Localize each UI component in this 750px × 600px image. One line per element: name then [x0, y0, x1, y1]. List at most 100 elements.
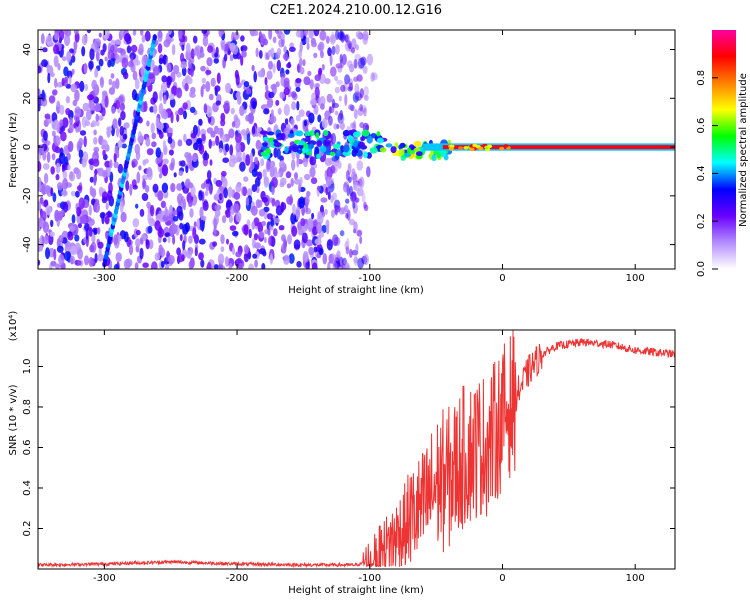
spectrogram-cell	[235, 251, 242, 258]
spectrogram-cell	[326, 239, 333, 251]
spectrogram-cell	[106, 126, 113, 132]
spectrogram-cell	[233, 203, 240, 214]
spectrogram-cell	[75, 190, 80, 198]
spectrogram-cell	[324, 78, 331, 85]
spectrogram-cell	[48, 247, 55, 258]
spectrogram-dc-line	[442, 145, 675, 150]
spectrogram-cell	[333, 123, 338, 130]
spectrogram-cell	[271, 176, 278, 189]
spectrogram-cell	[161, 182, 169, 193]
spectrogram-cell	[285, 69, 290, 75]
spectrogram-cell	[78, 197, 85, 210]
spectrogram-cell	[281, 33, 285, 40]
spectrogram-cell	[314, 74, 321, 82]
spectrogram-cell	[278, 225, 285, 231]
spectrogram-cell	[59, 104, 65, 115]
spectrogram-cell	[113, 234, 119, 245]
spectrogram-cell	[97, 241, 104, 249]
spectrogram-cell	[311, 262, 318, 269]
spectrogram-dc-blob	[472, 143, 478, 148]
spectrogram-cell	[257, 199, 263, 208]
spectrogram-cluster-cell	[403, 152, 412, 157]
spectrogram-cell	[88, 60, 94, 70]
spectrogram-cell	[181, 66, 187, 77]
spectrogram-cell	[176, 114, 180, 123]
spectrogram-cell	[280, 202, 287, 211]
spectrogram-cell	[110, 39, 116, 46]
spectrogram-cell	[89, 48, 95, 61]
spectrogram-cell	[317, 185, 321, 192]
spectrogram-cell	[134, 78, 140, 90]
spectrogram-cell	[230, 107, 235, 115]
spectrogram-cell	[70, 255, 75, 265]
spectrogram-cell	[81, 34, 88, 46]
spectrogram-cell	[275, 30, 279, 34]
spectrogram-cell	[178, 170, 184, 176]
spectrogram-cluster-cell	[390, 146, 397, 154]
spectrogram-cell	[205, 69, 212, 75]
spectrogram-cell	[70, 190, 76, 197]
spectrogram-cell	[271, 83, 277, 95]
spectrogram-cell	[61, 163, 66, 170]
spectrogram-cell	[329, 253, 337, 265]
figure-title: C2E1.2024.210.00.12.G16	[270, 3, 442, 18]
spectrogram-cell	[216, 72, 221, 84]
spectrogram-cell	[252, 253, 258, 259]
spectrogram-cell	[172, 216, 179, 222]
spectrogram-cell	[151, 141, 157, 148]
spectrogram-cell	[221, 41, 226, 51]
spectrogram-cell	[327, 261, 331, 269]
y-tick-label: -20	[22, 188, 33, 204]
spectrogram-cell	[132, 30, 137, 36]
spectrogram-cell	[146, 120, 150, 127]
spectrogram-cell	[296, 157, 300, 168]
spectrogram-cell	[354, 254, 358, 267]
spectrogram-cell	[53, 135, 61, 146]
spectrogram-cell	[253, 233, 259, 241]
spectrogram-cell	[94, 68, 99, 78]
spectrogram-cell	[190, 67, 194, 77]
spectrogram-cell	[344, 74, 351, 85]
spectrogram-cell	[334, 110, 339, 116]
spectrogram-cell	[240, 129, 247, 136]
x-tick-label: 0	[499, 573, 505, 584]
spectrogram-cell	[303, 30, 309, 37]
spectrogram-cell	[91, 232, 96, 244]
spectrogram-cell	[155, 147, 162, 158]
spectrogram-cell	[161, 164, 169, 177]
spectrogram-cluster-cell	[379, 147, 387, 153]
spectrogram-cell	[248, 263, 255, 269]
spectrogram-cell	[268, 91, 275, 99]
spectrogram-cluster-cell	[276, 133, 284, 141]
spectrogram-cell	[161, 75, 168, 83]
spectrogram-cell	[95, 113, 99, 122]
spectrogram-cell	[74, 259, 82, 266]
spectrogram-cell	[51, 130, 56, 137]
spectrogram-cell	[353, 108, 358, 120]
spectrogram-cell	[62, 170, 68, 179]
spectrogram-cluster-cell	[319, 145, 327, 153]
spectrogram-cell	[348, 104, 354, 111]
spectrogram-cell	[123, 259, 131, 269]
spectrogram-cell	[45, 205, 52, 216]
spectrogram-cell	[302, 59, 306, 67]
spectrogram-cell	[347, 40, 352, 48]
spectrogram-cell	[209, 159, 213, 166]
spectrogram-cell	[327, 191, 331, 200]
spectrogram-cell	[294, 172, 298, 180]
spectrogram-cell	[331, 45, 336, 56]
spectrogram-cell	[89, 99, 95, 112]
spectrogram-cluster-cell	[376, 137, 384, 144]
spectrogram-cell	[320, 50, 324, 59]
spectrogram-cell	[104, 215, 110, 225]
spectrogram-cell	[118, 54, 123, 61]
spectrogram-cell	[158, 173, 163, 179]
spectrogram-cluster-cell	[363, 151, 368, 159]
spectrogram-cell	[169, 162, 175, 171]
spectrogram-cell	[185, 165, 189, 174]
spectrogram-cell	[74, 234, 80, 242]
spectrogram-cell	[251, 184, 257, 193]
spectrogram-cell	[185, 49, 192, 61]
spectrogram-cell	[269, 166, 275, 178]
